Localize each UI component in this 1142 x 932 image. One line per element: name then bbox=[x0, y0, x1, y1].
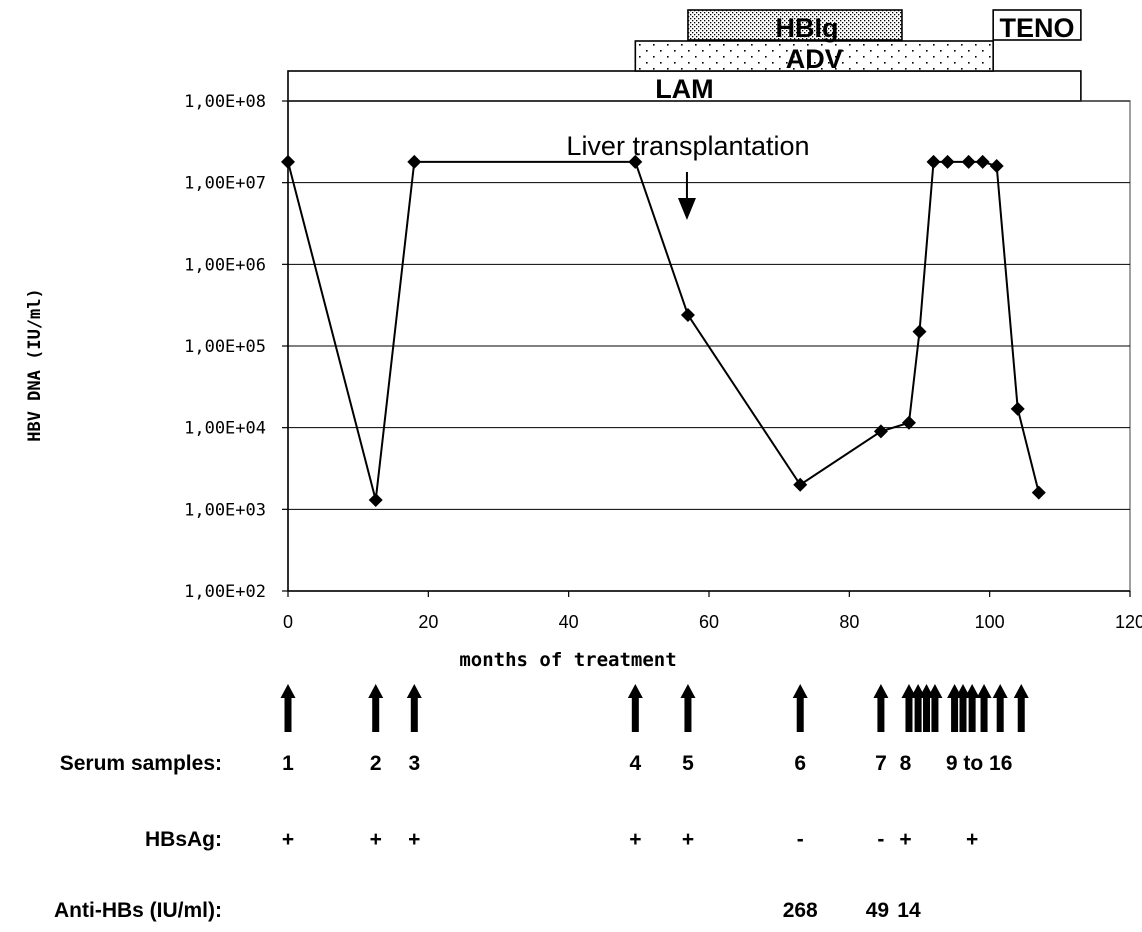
sample-arrow bbox=[368, 684, 384, 732]
y-tick-label: 1,00E+08 bbox=[184, 92, 266, 112]
y-axis-label: HBV DNA (IU/ml) bbox=[25, 288, 45, 442]
y-tick-label: 1,00E+05 bbox=[184, 337, 266, 357]
data-point bbox=[873, 424, 888, 439]
sample-arrow bbox=[627, 684, 643, 732]
row-value: + bbox=[629, 828, 641, 851]
row-value: + bbox=[408, 828, 420, 851]
treatment-bar-label: HBIg bbox=[775, 13, 838, 43]
x-tick-label: 60 bbox=[699, 612, 719, 632]
axes bbox=[282, 100, 1131, 597]
sample-arrow bbox=[976, 684, 992, 732]
sample-arrow bbox=[280, 684, 296, 732]
row-value: 6 bbox=[794, 752, 806, 775]
row-label: Anti-HBs (IU/ml): bbox=[54, 899, 222, 922]
treatment-bar-label: ADV bbox=[786, 44, 843, 74]
row-value: 2 bbox=[370, 752, 382, 775]
x-axis-label: months of treatment bbox=[459, 649, 676, 671]
data-series bbox=[281, 154, 1046, 508]
data-point bbox=[926, 154, 941, 169]
treatment-bar-adv bbox=[634, 40, 994, 72]
treatment-bar-hbig bbox=[687, 9, 903, 41]
annotations: Liver transplantation bbox=[566, 131, 810, 220]
sample-rows: Serum samples: 1 2 3 4 5 6 7 8 9 to 16 HBsAg: + + + + +… bbox=[54, 752, 1012, 922]
annotation-arrow-head bbox=[677, 198, 696, 220]
data-point bbox=[961, 154, 976, 169]
sample-arrow bbox=[964, 684, 980, 732]
treatment-bar-label: TENO bbox=[1000, 13, 1075, 43]
data-point bbox=[407, 154, 422, 169]
data-point bbox=[680, 307, 695, 322]
treatment-bar-lam bbox=[287, 70, 1082, 102]
row-label: Serum samples: bbox=[60, 752, 222, 775]
y-tick-label: 1,00E+06 bbox=[184, 255, 266, 275]
x-tick-label: 80 bbox=[839, 612, 859, 632]
row-value: + bbox=[899, 828, 911, 851]
data-point bbox=[940, 154, 955, 169]
data-point bbox=[793, 477, 808, 492]
data-point bbox=[989, 158, 1004, 173]
row-value: + bbox=[682, 828, 694, 851]
sample-arrow bbox=[1013, 684, 1029, 732]
x-tick-label: 120 bbox=[1115, 612, 1142, 632]
y-tick-label: 1,00E+03 bbox=[184, 500, 266, 520]
sample-arrow bbox=[792, 684, 808, 732]
data-point bbox=[628, 154, 643, 169]
row-value: 1 bbox=[282, 752, 294, 775]
row-value: 4 bbox=[629, 752, 641, 775]
sample-arrow bbox=[873, 684, 889, 732]
sample-arrow bbox=[406, 684, 422, 732]
data-point bbox=[368, 493, 383, 508]
row-value: + bbox=[282, 828, 294, 851]
data-point bbox=[901, 415, 916, 430]
row-value: 49 bbox=[866, 899, 889, 922]
data-point bbox=[912, 324, 927, 339]
row-value: + bbox=[966, 828, 978, 851]
row-value: 14 bbox=[897, 899, 921, 922]
y-tick-labels: 1,00E+02 1,00E+03 1,00E+04 1,00E+05 1,00E+06… bbox=[184, 92, 266, 602]
data-point bbox=[1031, 485, 1046, 500]
row-value: 8 bbox=[900, 752, 912, 775]
y-tick-label: 1,00E+02 bbox=[184, 582, 266, 602]
x-tick-labels: 0 20 40 60 80 100 120 bbox=[283, 612, 1142, 632]
row-value: + bbox=[370, 828, 382, 851]
row-label: HBsAg: bbox=[145, 828, 222, 851]
data-point bbox=[281, 154, 295, 169]
series-line bbox=[287, 160, 1040, 501]
row-value: 268 bbox=[783, 899, 818, 922]
row-value: - bbox=[797, 828, 804, 851]
x-tick-label: 40 bbox=[559, 612, 579, 632]
row-value: 5 bbox=[682, 752, 694, 775]
sample-arrow bbox=[680, 684, 696, 732]
sample-arrow bbox=[927, 684, 943, 732]
data-point bbox=[1010, 401, 1025, 416]
x-tick-label: 100 bbox=[975, 612, 1005, 632]
annotation-label: Liver transplantation bbox=[566, 131, 809, 161]
row-value: - bbox=[877, 828, 884, 851]
sample-arrow bbox=[901, 684, 917, 732]
y-tick-label: 1,00E+04 bbox=[184, 419, 266, 439]
x-tick-label: 20 bbox=[418, 612, 438, 632]
row-value: 3 bbox=[408, 752, 420, 775]
sample-arrows bbox=[280, 684, 1029, 732]
x-tick-label: 0 bbox=[283, 612, 293, 632]
row-value: 9 to 16 bbox=[946, 752, 1013, 775]
treatment-bar-teno bbox=[992, 9, 1082, 41]
sample-arrow bbox=[992, 684, 1008, 732]
y-tick-label: 1,00E+07 bbox=[184, 174, 266, 194]
row-value: 7 bbox=[875, 752, 887, 775]
treatment-bar-label: LAM bbox=[655, 74, 713, 104]
data-point bbox=[975, 154, 990, 169]
